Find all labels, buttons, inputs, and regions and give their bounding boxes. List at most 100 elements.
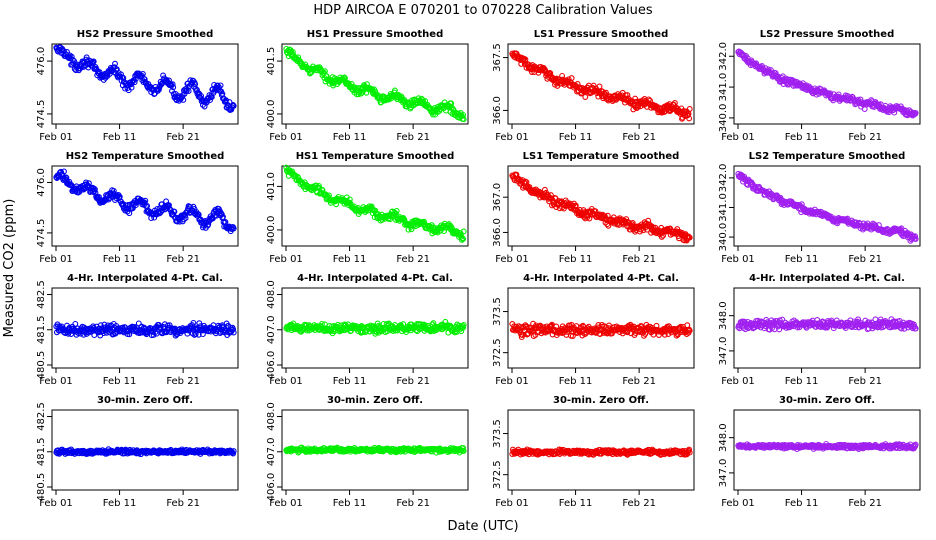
- data-point: [460, 228, 467, 235]
- y-tick-label: 400.0: [266, 216, 277, 245]
- data-points: [283, 318, 467, 337]
- panel-title: LS1 Pressure Smoothed: [534, 29, 668, 40]
- data-points: [509, 50, 693, 122]
- data-point: [217, 82, 224, 89]
- panel-hs1-2: 4-Hr. Interpolated 4-Pt. Cal.406.0407.04…: [266, 273, 469, 387]
- data-point: [184, 330, 191, 337]
- y-axis-label: Measured CO2 (ppm): [2, 199, 17, 338]
- data-points: [53, 446, 237, 458]
- data-points: [735, 316, 919, 333]
- x-tick-label: Feb 01: [721, 376, 755, 387]
- y-tick-label: 342.0: [718, 164, 729, 193]
- x-tick-label: Feb 01: [39, 376, 73, 387]
- y-tick-label: 407.0: [266, 437, 277, 466]
- data-point: [912, 233, 919, 240]
- x-tick-label: Feb 11: [103, 254, 137, 265]
- panel-ls2-1: LS2 Temperature Smoothed340.0341.0342.0F…: [718, 151, 921, 265]
- y-tick-label: 348.0: [718, 423, 729, 452]
- x-tick-label: Feb 01: [721, 132, 755, 143]
- y-tick-label: 401.5: [266, 47, 277, 76]
- y-tick-label: 340.0: [718, 104, 729, 133]
- data-point: [912, 110, 919, 116]
- data-points: [735, 170, 919, 244]
- x-tick-label: Feb 11: [103, 376, 137, 387]
- panel-title: 30-min. Zero Off.: [97, 395, 193, 406]
- panel-title: LS1 Temperature Smoothed: [523, 151, 680, 162]
- x-tick-label: Feb 11: [785, 376, 819, 387]
- panel-title: 30-min. Zero Off.: [327, 395, 423, 406]
- data-points: [283, 444, 467, 456]
- data-point: [85, 180, 92, 187]
- data-point: [448, 100, 455, 107]
- y-tick-label: 347.0: [718, 459, 729, 488]
- x-tick-label: Feb 21: [848, 376, 882, 387]
- panel-title: LS2 Pressure Smoothed: [760, 29, 894, 40]
- data-points: [509, 171, 693, 244]
- data-point: [104, 322, 111, 329]
- y-tick-label: 372.5: [492, 460, 503, 489]
- y-tick-label: 341.0: [718, 73, 729, 102]
- x-tick-label: Feb 01: [269, 498, 303, 509]
- data-points: [53, 168, 237, 235]
- x-tick-label: Feb 11: [333, 376, 367, 387]
- data-point: [393, 208, 400, 214]
- y-tick-label: 408.0: [266, 280, 277, 309]
- x-tick-label: Feb 21: [396, 254, 430, 265]
- x-tick-label: Feb 11: [785, 132, 819, 143]
- x-tick-label: Feb 21: [166, 376, 200, 387]
- data-point: [105, 196, 112, 203]
- y-tick-label: 481.5: [36, 315, 47, 344]
- y-tick-label: 367.0: [492, 183, 503, 212]
- y-tick-label: 366.0: [492, 96, 503, 125]
- panel-title: 4-Hr. Interpolated 4-Pt. Cal.: [67, 273, 223, 284]
- x-tick-label: Feb 21: [396, 132, 430, 143]
- y-tick-label: 373.5: [492, 297, 503, 326]
- data-point: [190, 319, 197, 326]
- x-tick-label: Feb 01: [39, 498, 73, 509]
- x-tick-label: Feb 11: [103, 132, 137, 143]
- x-tick-label: Feb 11: [559, 132, 593, 143]
- panel-hs2-2: 4-Hr. Interpolated 4-Pt. Cal.480.5481.54…: [36, 273, 239, 387]
- data-point: [226, 99, 233, 106]
- x-tick-label: Feb 21: [622, 132, 656, 143]
- x-tick-label: Feb 01: [721, 254, 755, 265]
- y-tick-label: 474.5: [36, 100, 47, 129]
- y-tick-label: 474.5: [36, 219, 47, 248]
- y-tick-label: 373.5: [492, 419, 503, 448]
- x-tick-label: Feb 11: [785, 498, 819, 509]
- y-tick-label: 407.0: [266, 315, 277, 344]
- panel-frame: [281, 165, 469, 247]
- x-tick-label: Feb 01: [495, 132, 529, 143]
- data-points: [53, 319, 237, 339]
- data-point: [632, 95, 639, 102]
- x-tick-label: Feb 11: [559, 254, 593, 265]
- data-point: [230, 225, 237, 232]
- data-point: [128, 84, 135, 91]
- panel-ls2-2: 4-Hr. Interpolated 4-Pt. Cal.347.0348.0F…: [718, 273, 921, 387]
- figure-title: HDP AIRCOA E 070201 to 070228 Calibratio…: [313, 3, 653, 18]
- data-point: [218, 211, 225, 218]
- panel-title: HS2 Temperature Smoothed: [66, 151, 225, 162]
- y-tick-label: 400.0: [266, 100, 277, 129]
- panel-title: HS1 Pressure Smoothed: [307, 29, 443, 40]
- y-tick-label: 342.0: [718, 42, 729, 71]
- data-point: [230, 326, 237, 333]
- panel-ls1-2: 4-Hr. Interpolated 4-Pt. Cal.372.5373.5F…: [492, 273, 695, 387]
- data-point: [912, 236, 919, 242]
- data-point: [604, 212, 611, 219]
- y-tick-label: 366.0: [492, 218, 503, 247]
- panel-frame: [51, 165, 239, 247]
- panel-frame: [507, 43, 695, 125]
- data-point: [68, 53, 75, 60]
- data-point: [645, 217, 652, 224]
- panel-frame: [51, 287, 239, 369]
- x-tick-label: Feb 21: [396, 498, 430, 509]
- data-point: [686, 115, 693, 122]
- x-tick-label: Feb 21: [622, 254, 656, 265]
- panel-title: 4-Hr. Interpolated 4-Pt. Cal.: [523, 273, 679, 284]
- x-tick-label: Feb 11: [785, 254, 819, 265]
